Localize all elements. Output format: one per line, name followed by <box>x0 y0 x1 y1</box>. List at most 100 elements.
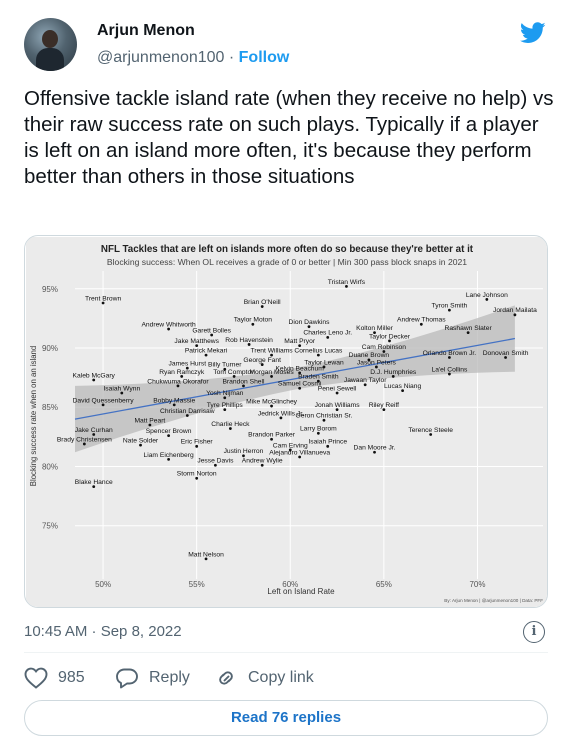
data-point-label: Orlando Brown Jr. <box>423 350 477 357</box>
read-replies-button[interactable]: Read 76 replies <box>24 700 548 736</box>
link-icon <box>219 671 233 685</box>
info-icon[interactable]: i <box>523 621 545 643</box>
data-point <box>101 301 105 305</box>
data-point <box>214 463 217 467</box>
data-point <box>391 375 395 378</box>
avatar[interactable] <box>24 18 77 71</box>
data-point <box>195 444 199 448</box>
x-axis-label: Left on Island Rate <box>267 587 335 596</box>
data-point <box>204 557 208 561</box>
author-name[interactable]: Arjun Menon <box>97 22 195 39</box>
axis-ticks: 50% 55% 60% 65% 70% 75% 80% 85% 90% 95% <box>42 285 486 589</box>
data-point-label: Andrew Whitworth <box>141 321 196 328</box>
trend-line <box>74 337 516 420</box>
data-point <box>242 384 245 388</box>
data-point-label: Dan Moore Jr. <box>354 445 396 452</box>
data-point <box>242 454 245 458</box>
tweet-media-chart[interactable]: NFL Tackles that are left on islands mor… <box>24 235 548 608</box>
data-point-label: Penei Sewell <box>318 385 357 392</box>
data-point <box>429 433 433 436</box>
data-points: Tristan Wirfs Lane Johnson Trent Brown Bria… <box>57 279 537 561</box>
data-point-label: Matt Peart <box>134 417 165 424</box>
reply-button[interactable]: Reply <box>115 664 190 692</box>
y-tick-label: 75% <box>42 522 58 531</box>
data-point <box>363 383 367 387</box>
avatar-body <box>36 48 64 71</box>
separator: · <box>224 49 239 66</box>
chart-subtitle: Blocking success: When OL receives a gra… <box>107 257 467 267</box>
data-point <box>373 450 376 454</box>
data-point-label: Dion Dawkins <box>289 319 331 326</box>
data-point <box>270 437 273 441</box>
data-point <box>382 408 386 411</box>
data-point-label: Alejandro Villanueva <box>269 449 330 456</box>
data-point-label: Brady Christensen <box>57 436 112 443</box>
data-point-label: Matt Pryor <box>284 338 316 345</box>
data-point-label: Blake Hance <box>75 479 113 486</box>
data-point <box>485 298 489 301</box>
data-point-label: Andrew Thomas <box>397 317 446 324</box>
data-point <box>223 396 227 400</box>
data-point-label: Larry Borom <box>300 426 337 433</box>
like-button[interactable]: 985 <box>24 664 85 692</box>
divider <box>24 652 548 653</box>
data-point-label: D.J. Humphries <box>370 369 417 376</box>
x-tick-label: 60% <box>282 580 298 589</box>
data-point-label: James Hurst <box>169 361 207 368</box>
data-point-label: Trent Williams <box>251 348 294 355</box>
data-point-label: Rob Havenstein <box>225 337 273 344</box>
follow-button[interactable]: Follow <box>238 49 290 66</box>
data-point-label: Tyre Phillips <box>207 402 244 409</box>
data-point <box>513 313 517 317</box>
data-point-label: Jordan Mailata <box>493 307 537 314</box>
data-point-label: Tom Compton <box>213 369 255 376</box>
tweet-text: Offensive tackle island rate (when they … <box>24 87 554 188</box>
data-point <box>247 343 251 346</box>
data-point <box>382 350 386 353</box>
data-point-label: Duane Brown <box>349 352 390 359</box>
reply-bubble-icon <box>116 668 138 689</box>
data-point-label: Charles Leno Jr. <box>303 330 352 337</box>
reply-label: Reply <box>149 669 190 686</box>
data-point-label: Samuel Cosmi <box>278 381 322 388</box>
data-point-label: Kaleb McGary <box>73 372 116 379</box>
data-point <box>148 423 152 427</box>
data-point-label: Brandon Parker <box>248 432 296 439</box>
data-point <box>367 358 371 362</box>
data-point-label: Jedrick Wills Jr. <box>258 410 304 417</box>
data-point-label: Braden Smith <box>298 374 339 381</box>
tweet-header: Arjun Menon @arjunmenon100 · Follow <box>24 18 552 74</box>
data-point-label: David Quessenberry <box>73 397 135 404</box>
data-point <box>307 325 311 329</box>
data-point-label: La'el Collins <box>431 366 468 373</box>
tweet-timestamp[interactable]: 10:45 AM · Sep 8, 2022 <box>24 623 182 640</box>
data-point-label: Riley Reiff <box>369 402 399 409</box>
data-point-label: Taylor Lewan <box>304 359 344 366</box>
data-point-label: Jake Matthews <box>174 338 219 345</box>
data-point <box>388 339 391 343</box>
data-point <box>288 448 292 452</box>
data-point <box>326 444 330 448</box>
copy-link-button[interactable]: Copy link <box>214 664 314 692</box>
data-point <box>345 285 348 288</box>
data-point-label: Billy Turner <box>208 362 242 369</box>
data-point <box>504 356 507 359</box>
twitter-bird-icon[interactable] <box>520 22 546 44</box>
data-point-label: Donovan Smith <box>483 350 529 357</box>
data-point <box>210 333 214 337</box>
data-point <box>260 363 264 366</box>
data-point <box>204 353 208 357</box>
author-handle[interactable]: @arjunmenon100 <box>97 49 225 66</box>
data-point <box>270 404 273 408</box>
data-point-label: Terence Steele <box>408 427 453 434</box>
y-tick-label: 95% <box>42 285 58 294</box>
scatter-chart: NFL Tackles that are left on islands mor… <box>26 237 547 607</box>
x-tick-label: 50% <box>95 580 111 589</box>
data-point-label: Brian O'Neill <box>244 299 281 306</box>
data-point-label: Jason Peters <box>357 359 397 366</box>
data-point-label: Justin Herron <box>224 448 264 455</box>
data-point-label: Isaiah Wynn <box>103 385 140 392</box>
x-tick-label: 70% <box>469 580 485 589</box>
data-point-label: Nate Solder <box>123 438 159 445</box>
data-point-label: Kolton Miller <box>356 325 394 332</box>
